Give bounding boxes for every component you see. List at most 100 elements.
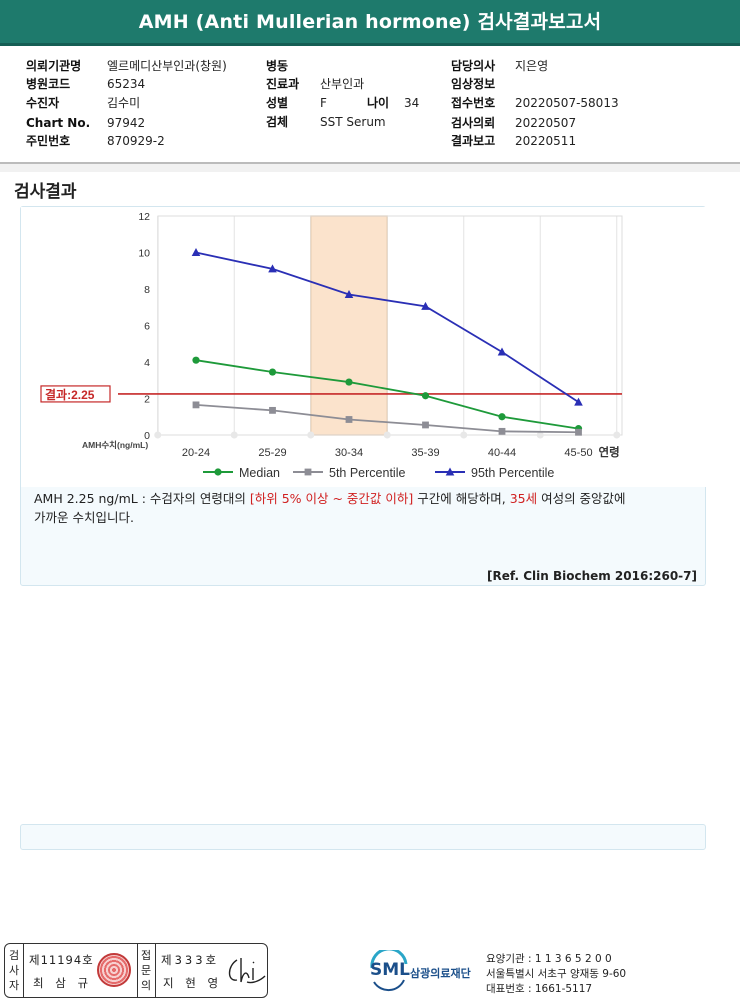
receipt-value: 20220507-58013 [515,96,619,110]
data-point [191,248,201,256]
result-label: 결과:2.25 [45,387,95,402]
report-date-value: 20220511 [515,134,577,148]
sex-value: F [320,96,327,110]
data-point [422,421,429,429]
receipt-label: 접수번호 [451,96,496,110]
tester-name: 최 삼 규 [33,976,93,990]
desc-part2: 구간에 해당하며, [413,491,510,506]
signature-icon [228,958,266,984]
data-point [345,378,353,386]
highlight-band [310,215,388,436]
tester-number: 제11194호 [29,953,94,967]
x-tick-label: 40-44 [488,447,516,459]
y-tick-label: 0 [144,430,150,442]
desc-age-highlight: 35세 [509,491,538,506]
data-point [421,392,430,400]
data-point [192,356,200,364]
age-label: 나이 [367,96,390,110]
result-label-box [40,385,111,403]
y-axis-label: AMH수치(ng/mL) [82,440,148,450]
desc-range-highlight: [하위 5% 이상 ~ 중간값 이하] [249,491,414,506]
sig-separator [155,944,156,997]
seal-stamp-icon [97,953,131,987]
chart-no-value: 97942 [107,116,146,130]
axis-dot [383,431,391,439]
sml-logo-text: SML [370,960,410,980]
chart-area: 0 2 4 6 8 10 12 20-24 25-29 30-34 35-39 40-44 45-50 연… [21,207,707,487]
data-point [268,264,277,273]
section-title: 검사결과 [14,182,77,202]
resident-label: 주민번호 [26,134,71,148]
data-point [269,406,276,414]
legend-entry: 95th Percentile [471,466,554,480]
header-divider [0,162,740,164]
specimen-value: SST Serum [320,115,386,129]
doctor-label: 담당의사 [451,59,496,73]
dept-value: 산부인과 [320,77,365,91]
axis-dot [307,431,315,439]
inst-address: 서울특별시 서초구 양재동 9-60 [486,968,627,980]
y-tick-label: 4 [144,357,150,369]
sig-separator [23,944,24,997]
doctor-value: 지은영 [515,59,549,73]
specimen-label: 검체 [266,115,289,129]
axis-dot [613,431,621,439]
x-tick-label: 30-34 [335,447,363,459]
data-point [345,416,353,423]
data-point [344,289,354,298]
patient-info-block: 의뢰기관명 엘르메디산부인과(창원) 병원코드 65234 수진자 김수미 Ch… [0,52,740,164]
request-label: 검사의뢰 [451,116,496,130]
amh-chart: 0 2 4 6 8 10 12 20-24 25-29 30-34 35-39 40-44 45-50 연… [40,211,623,480]
report-title-bar: AMH (Anti Mullerian hormone) 검사결과보고서 [0,0,740,46]
resident-value: 870929-2 [107,134,165,148]
x-tick-label: 25-29 [258,447,286,459]
dept-label: 진료과 [266,77,300,91]
legend-marker [304,468,312,476]
axis-dot [460,431,468,439]
axis-dot [230,431,238,439]
series-line-95th-percentile [195,251,579,403]
header-band [0,164,740,172]
report-title: AMH (Anti Mullerian hormone) 검사결과보고서 [138,11,602,33]
patient-label: 수진자 [26,96,60,110]
x-tick-label: 20-24 [182,447,210,459]
data-point [575,428,582,436]
chart-no-label: Chart No. [26,116,91,130]
y-tick-label: 6 [144,321,150,333]
data-point [268,368,277,376]
data-point [498,413,506,421]
x-tick-label: 45-50 [564,447,592,459]
series-line-median [195,359,579,430]
result-panel: 0 2 4 6 8 10 12 20-24 25-29 30-34 35-39 40-44 45-50 연… [20,206,707,586]
x-tick-label: 35-39 [411,447,439,459]
sml-logo-icon [370,950,408,992]
data-point [574,397,583,406]
sex-label: 성별 [266,96,289,110]
data-point [497,347,507,356]
desc-part3: 여성의 중앙값에 [537,491,626,506]
y-tick-label: 2 [144,394,150,406]
hospital-label: 의뢰기관명 [26,59,82,73]
reviewer-label: 접문의 [140,949,152,992]
data-point [498,427,506,435]
legend-marker [445,467,455,476]
y-tick-label: 12 [138,211,150,223]
code-value: 65234 [107,77,146,91]
request-value: 20220507 [515,116,577,130]
result-description: AMH 2.25 ng/mL : 수검자의 연령대의 [하위 5% 이상 ~ 중… [34,489,698,527]
reviewer-number: 제333호 [161,953,220,967]
reference: [Ref. Clin Biochem 2016:260-7] [487,569,697,583]
plot-frame [157,215,623,436]
code-label: 병원코드 [26,77,71,91]
sig-separator [137,944,138,997]
data-point [192,401,200,409]
age-value: 34 [404,96,420,110]
org-name: 삼광의료재단 [410,967,471,980]
y-tick-label: 10 [138,248,150,260]
patient-value: 김수미 [107,96,141,110]
legend-marker [214,468,222,476]
desc-line2: 가까운 수치입니다. [34,510,134,525]
data-point [421,301,430,310]
legend-entry: 5th Percentile [329,466,405,480]
inst-phone: 대표번호 : 1661-5117 [486,983,593,995]
